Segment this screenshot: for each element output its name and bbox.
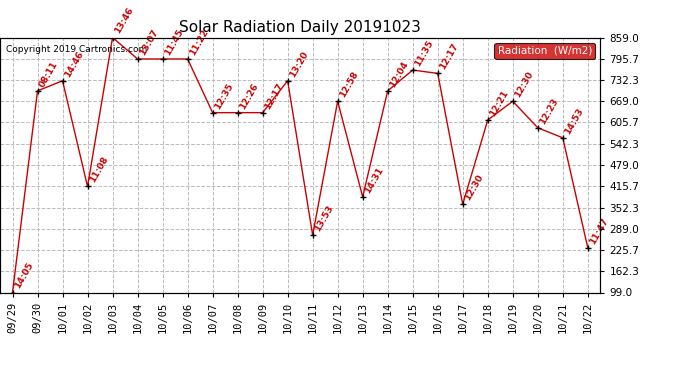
Text: 13:07: 13:07 — [137, 28, 159, 57]
Text: 14:46: 14:46 — [63, 49, 85, 79]
Text: 12:30: 12:30 — [513, 70, 535, 99]
Text: 14:31: 14:31 — [363, 165, 385, 195]
Text: 12:17: 12:17 — [437, 42, 460, 71]
Legend: Radiation  (W/m2): Radiation (W/m2) — [495, 43, 595, 59]
Text: 12:35: 12:35 — [213, 81, 235, 111]
Text: 11:47: 11:47 — [588, 216, 610, 246]
Text: 12:21: 12:21 — [488, 89, 510, 118]
Text: 08:11: 08:11 — [37, 60, 59, 89]
Text: Copyright 2019 Cartronics.com: Copyright 2019 Cartronics.com — [6, 45, 147, 54]
Text: 13:46: 13:46 — [112, 6, 135, 36]
Text: 12:17: 12:17 — [263, 81, 285, 111]
Text: 13:20: 13:20 — [288, 50, 310, 79]
Text: 13:53: 13:53 — [313, 204, 335, 233]
Text: 12:58: 12:58 — [337, 70, 359, 99]
Text: 11:08: 11:08 — [88, 155, 110, 184]
Text: 11:35: 11:35 — [413, 39, 435, 68]
Text: 12:04: 12:04 — [388, 60, 410, 89]
Text: 11:45: 11:45 — [163, 27, 185, 57]
Text: 11:22: 11:22 — [188, 28, 210, 57]
Text: 14:53: 14:53 — [563, 106, 585, 136]
Text: 14:05: 14:05 — [12, 261, 34, 291]
Text: 12:23: 12:23 — [538, 96, 560, 126]
Text: 12:30: 12:30 — [463, 173, 485, 202]
Title: Solar Radiation Daily 20191023: Solar Radiation Daily 20191023 — [179, 20, 421, 35]
Text: 12:26: 12:26 — [237, 81, 259, 111]
